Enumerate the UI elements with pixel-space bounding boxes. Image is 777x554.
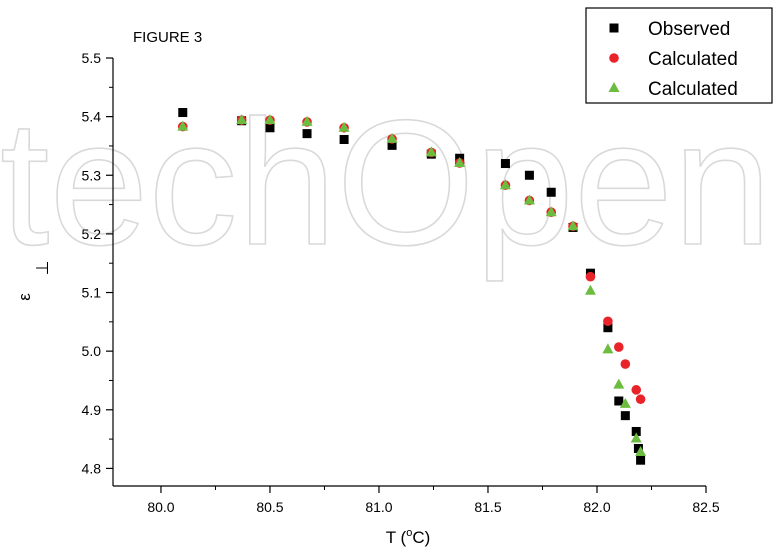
triangle-point <box>301 115 313 126</box>
figure-label: FIGURE 3 <box>133 29 202 46</box>
circle-point <box>603 316 613 327</box>
y-axis-label-mark: ⊥ <box>33 261 52 276</box>
series-triangle <box>177 114 647 456</box>
y-tick-label: 4.8 <box>82 460 102 476</box>
triangle-point <box>630 432 642 443</box>
square-point <box>631 426 641 436</box>
square-point <box>178 108 188 118</box>
y-axis-label: ε <box>15 293 34 301</box>
x-axis-label-suffix: C) <box>412 528 430 547</box>
triangle-point <box>454 156 466 167</box>
triangle-point <box>523 194 535 205</box>
axis-ticks: 4.8 4.9 5.0 5.1 5.2 5.3 5.4 5.5 80.0 80.5 81.0 81.5… <box>82 50 720 515</box>
circle-point <box>631 385 642 395</box>
y-tick-label: 5.3 <box>82 167 102 183</box>
data-marks <box>177 108 647 465</box>
y-tick-label: 5.2 <box>82 226 102 242</box>
legend-square-marker <box>609 23 619 33</box>
square-point <box>500 159 510 169</box>
x-tick-label: 80.5 <box>256 499 283 515</box>
triangle-point <box>499 179 511 190</box>
triangle-point <box>386 132 398 143</box>
square-point <box>633 443 643 453</box>
triangle-point <box>338 121 350 132</box>
legend: Observed Calculated Calculated <box>585 7 773 104</box>
square-point <box>524 170 534 180</box>
x-tick-label: 82.5 <box>692 499 719 515</box>
triangle-point <box>264 114 276 125</box>
square-point <box>339 134 349 144</box>
x-axis-label: T (oC) <box>386 527 431 547</box>
x-tick-label: 81.5 <box>474 499 501 515</box>
x-tick-label: 81.0 <box>365 499 392 515</box>
square-point <box>614 396 624 406</box>
square-point <box>546 187 556 197</box>
triangle-point <box>613 378 625 389</box>
x-tick-label: 80.0 <box>147 499 174 515</box>
square-point <box>387 140 397 150</box>
square-point <box>603 323 613 333</box>
watermark: techOpen <box>0 83 772 282</box>
y-tick-label: 5.5 <box>82 50 102 66</box>
square-point <box>636 455 646 465</box>
triangle-point <box>545 206 557 217</box>
y-tick-label: 5.0 <box>82 343 102 359</box>
triangle-point <box>602 343 614 354</box>
legend-circle-marker <box>609 53 619 63</box>
circle-point <box>585 271 596 282</box>
x-tick-label: 82.0 <box>583 499 610 515</box>
triangle-point <box>236 114 248 125</box>
triangle-point <box>635 445 647 456</box>
triangle-point <box>567 220 579 231</box>
circle-point <box>620 359 631 369</box>
x-axis-label-superscript: o <box>406 527 412 539</box>
triangle-point <box>584 284 596 295</box>
square-point <box>620 411 630 421</box>
triangle-point <box>177 120 189 131</box>
legend-label: Calculated <box>648 79 738 100</box>
circle-point <box>635 394 646 405</box>
legend-label: Observed <box>648 19 730 40</box>
triangle-point <box>425 146 437 157</box>
square-point <box>302 129 312 139</box>
y-tick-label: 5.4 <box>82 109 102 125</box>
legend-triangle-marker <box>608 82 620 92</box>
triangle-point <box>619 397 631 408</box>
y-tick-label: 4.9 <box>82 402 102 418</box>
x-axis-label-prefix: T ( <box>386 528 407 547</box>
y-tick-label: 5.1 <box>82 285 102 301</box>
square-point <box>265 123 275 133</box>
circle-point <box>613 342 624 352</box>
legend-label: Calculated <box>648 49 738 70</box>
